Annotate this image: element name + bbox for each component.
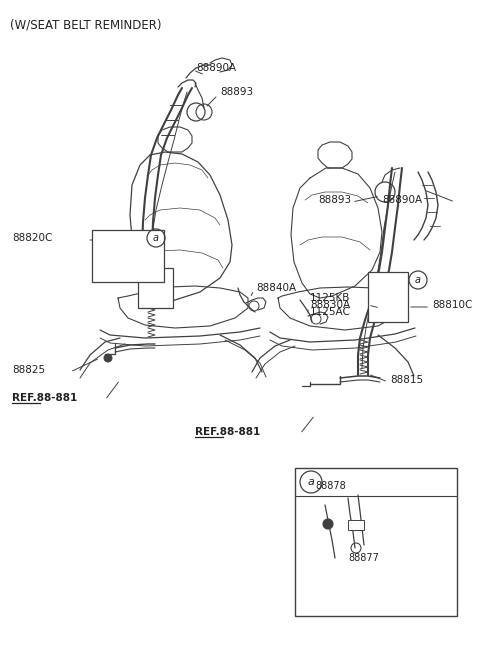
Text: a: a [308,477,314,487]
Bar [368,272,408,322]
Text: 88820C: 88820C [12,233,52,243]
Text: REF.88-881: REF.88-881 [195,427,260,437]
Bar [138,268,173,308]
Text: a: a [415,275,421,285]
Text: 88893: 88893 [220,87,253,97]
Circle shape [323,519,333,529]
Text: a: a [153,233,159,243]
Text: 88815: 88815 [390,375,423,385]
Text: 88840A: 88840A [256,283,296,293]
Text: 88810C: 88810C [432,300,472,310]
Text: 88830A: 88830A [310,300,350,310]
Text: 1125KB: 1125KB [310,293,350,303]
Text: 1125AC: 1125AC [310,307,351,317]
Text: 88893: 88893 [318,195,351,205]
Text: 88825: 88825 [12,365,45,375]
Text: 88890A: 88890A [196,63,236,73]
Bar [348,520,364,530]
Circle shape [104,354,112,362]
Text: (W/SEAT BELT REMINDER): (W/SEAT BELT REMINDER) [10,18,161,31]
Text: 88878: 88878 [315,481,346,491]
Text: 88877: 88877 [348,553,379,563]
Bar [295,468,457,616]
Bar [92,230,164,282]
Text: 88890A: 88890A [382,195,422,205]
Text: REF.88-881: REF.88-881 [12,393,77,403]
